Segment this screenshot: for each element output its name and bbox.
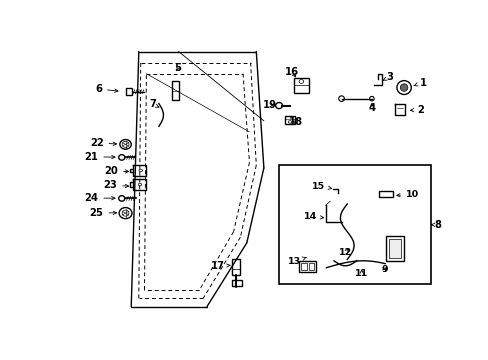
Text: 19: 19: [262, 100, 276, 110]
Bar: [171, 81, 178, 100]
Ellipse shape: [400, 84, 407, 91]
Bar: [279, 165, 430, 284]
Text: 22: 22: [90, 138, 116, 148]
Text: 14: 14: [303, 212, 323, 221]
Text: 3: 3: [383, 72, 392, 82]
Text: 10: 10: [396, 190, 418, 199]
Bar: [301, 263, 307, 270]
Bar: [284, 116, 295, 124]
Text: 23: 23: [103, 180, 128, 190]
Text: 11: 11: [354, 269, 367, 278]
Text: 20: 20: [104, 166, 128, 176]
Text: 16: 16: [285, 67, 299, 77]
Text: 13: 13: [287, 257, 305, 266]
Text: 6: 6: [95, 84, 118, 94]
Text: 1: 1: [413, 77, 426, 87]
Text: 2: 2: [409, 105, 424, 115]
Bar: [308, 263, 313, 270]
Text: 9: 9: [381, 265, 387, 274]
Bar: [388, 239, 400, 258]
Bar: [299, 261, 316, 272]
Text: 7: 7: [149, 99, 159, 109]
Bar: [294, 78, 308, 93]
Bar: [231, 280, 241, 286]
Text: 25: 25: [89, 208, 116, 218]
Text: 8: 8: [430, 220, 441, 230]
Text: 12: 12: [338, 248, 351, 257]
Text: 17: 17: [210, 261, 230, 271]
Bar: [125, 89, 131, 95]
Bar: [379, 191, 392, 197]
Text: 21: 21: [84, 152, 115, 162]
Text: 4: 4: [367, 103, 375, 113]
Text: 15: 15: [311, 182, 331, 191]
Text: 18: 18: [288, 117, 303, 127]
Bar: [232, 260, 240, 275]
Text: 5: 5: [174, 63, 181, 73]
Text: 24: 24: [84, 193, 115, 203]
Bar: [386, 236, 404, 261]
